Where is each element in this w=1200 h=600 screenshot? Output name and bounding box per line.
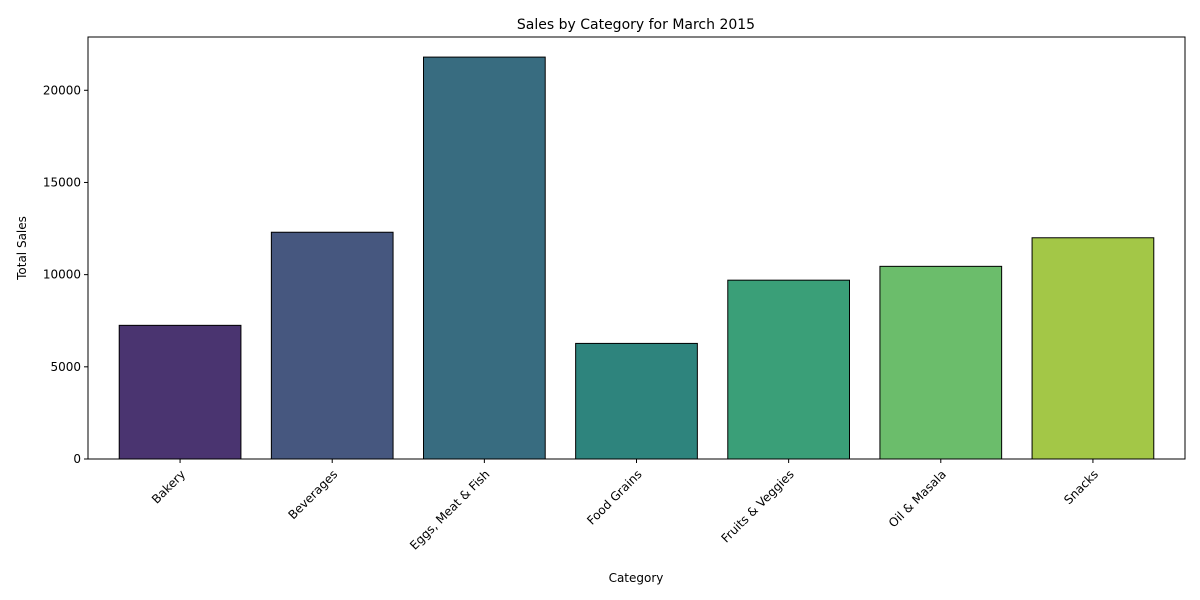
bar-eggs-meat-fish (423, 56, 546, 460)
x-tick-label: Fruits & Veggies (718, 467, 796, 545)
x-tick-label: Food Grains (584, 467, 644, 527)
x-tick-label: Bakery (149, 467, 188, 506)
x-axis-ticks: Bakery Beverages Eggs, Meat & Fish Food Gra… (149, 459, 1101, 553)
y-axis-ticks: 0 5000 10000 15000 20000 (43, 83, 88, 466)
y-tick-label: 10000 (43, 268, 81, 282)
bar-oil-masala (879, 265, 1003, 460)
y-tick-label: 5000 (50, 360, 81, 374)
chart-title: Sales by Category for March 2015 (517, 17, 755, 33)
bar-food-grains (575, 342, 698, 460)
x-axis-label: Category (609, 571, 664, 585)
y-tick-label: 20000 (43, 83, 81, 97)
x-tick-label: Beverages (285, 467, 340, 522)
bar-snacks (1031, 237, 1155, 460)
bars-group (118, 56, 1155, 460)
bar-bakery (118, 324, 242, 460)
y-axis-label: Total Sales (15, 216, 29, 281)
x-tick-label: Eggs, Meat & Fish (407, 467, 492, 552)
plot-frame (87, 36, 1186, 460)
y-tick-label: 0 (73, 452, 81, 466)
bar-fruits-veggies (727, 279, 850, 460)
bar-beverages (270, 231, 394, 460)
x-tick-label: Oil & Masala (886, 467, 949, 530)
y-tick-label: 15000 (43, 175, 81, 189)
x-tick-label: Snacks (1061, 467, 1101, 507)
